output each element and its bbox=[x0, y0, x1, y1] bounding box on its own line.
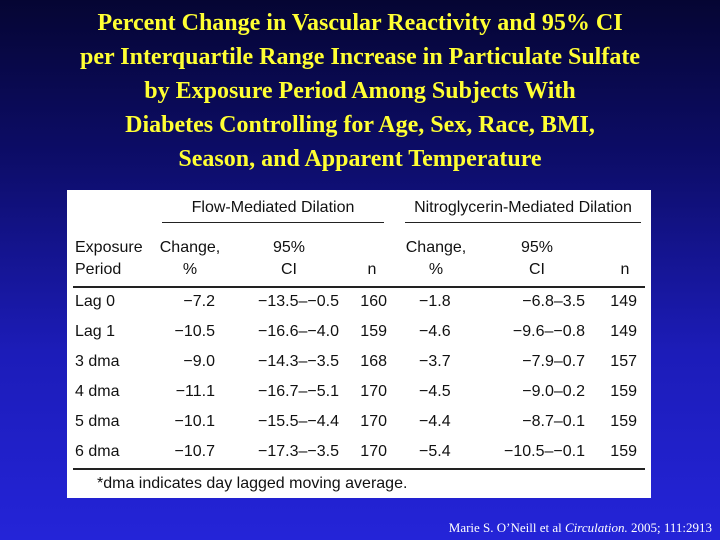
citation-author: Marie S. O’Neill et al bbox=[448, 520, 566, 535]
col-header-fmd-ci: 95% bbox=[272, 239, 306, 256]
fmd-ci: −16.6–−4.0 bbox=[258, 323, 339, 340]
group-header-nmd: Nitroglycerin-Mediated Dilation bbox=[414, 199, 632, 216]
nmd-n: 157 bbox=[610, 353, 637, 370]
nmd-ci: −10.5–−0.1 bbox=[504, 443, 585, 460]
fmd-n: 159 bbox=[360, 323, 387, 340]
header-rule bbox=[73, 286, 645, 288]
col-header-nmd-change: Change, bbox=[405, 239, 467, 256]
row-period: Lag 0 bbox=[75, 293, 116, 310]
nmd-ci: −9.0–0.2 bbox=[522, 383, 585, 400]
nmd-ci: −7.9–0.7 bbox=[522, 353, 585, 370]
row-period: 3 dma bbox=[75, 353, 120, 370]
col-header-nmd-unit: % bbox=[428, 261, 444, 278]
fmd-change: −11.1 bbox=[175, 383, 215, 400]
nmd-n: 149 bbox=[610, 323, 637, 340]
fmd-change: −9.0 bbox=[183, 353, 215, 370]
title-line: Diabetes Controlling for Age, Sex, Race,… bbox=[125, 112, 595, 138]
fmd-ci: −16.7–−5.1 bbox=[258, 383, 339, 400]
col-header-exposure: Exposure bbox=[75, 239, 143, 256]
col-header-fmd-change: Change, bbox=[159, 239, 221, 256]
col-header-nmd-ci: 95% bbox=[520, 239, 554, 256]
col-header-fmd-ci-2: CI bbox=[281, 261, 297, 278]
fmd-n: 170 bbox=[360, 383, 387, 400]
citation: Marie S. O’Neill et al Circulation. 2005… bbox=[449, 520, 712, 536]
fmd-ci: −15.5–−4.4 bbox=[258, 413, 339, 430]
group-underline-nmd bbox=[405, 222, 641, 223]
col-header-period: Period bbox=[75, 261, 122, 278]
nmd-n: 149 bbox=[610, 293, 637, 310]
citation-journal: Circulation. bbox=[565, 520, 628, 535]
row-period: 4 dma bbox=[75, 383, 120, 400]
fmd-ci: −14.3–−3.5 bbox=[258, 353, 339, 370]
fmd-n: 160 bbox=[360, 293, 387, 310]
title-line: Percent Change in Vascular Reactivity an… bbox=[97, 10, 623, 36]
data-table: Flow-Mediated Dilation Nitroglycerin-Med… bbox=[67, 190, 651, 498]
row-period: Lag 1 bbox=[75, 323, 116, 340]
citation-ref: 2005; 111:2913 bbox=[627, 520, 712, 535]
fmd-change: −10.7 bbox=[174, 443, 215, 460]
fmd-change: −7.2 bbox=[183, 293, 215, 310]
nmd-n: 159 bbox=[610, 383, 637, 400]
nmd-change: −3.7 bbox=[419, 353, 451, 370]
group-header-fmd: Flow-Mediated Dilation bbox=[191, 199, 355, 216]
fmd-ci: −13.5–−0.5 bbox=[258, 293, 339, 310]
nmd-ci: −6.8–3.5 bbox=[522, 293, 585, 310]
col-header-nmd-n: n bbox=[620, 261, 630, 278]
nmd-change: −5.4 bbox=[419, 443, 451, 460]
fmd-change: −10.5 bbox=[174, 323, 215, 340]
fmd-n: 170 bbox=[360, 443, 387, 460]
fmd-n: 168 bbox=[360, 353, 387, 370]
col-header-fmd-unit: % bbox=[182, 261, 198, 278]
nmd-change: −4.5 bbox=[419, 383, 451, 400]
table-footnote: *dma indicates day lagged moving average… bbox=[97, 475, 408, 492]
nmd-ci: −9.6–−0.8 bbox=[512, 323, 585, 340]
row-period: 5 dma bbox=[75, 413, 120, 430]
slide-title: Percent Change in Vascular Reactivity an… bbox=[0, 6, 720, 176]
row-period: 6 dma bbox=[75, 443, 120, 460]
nmd-ci: −8.7–0.1 bbox=[522, 413, 585, 430]
nmd-n: 159 bbox=[610, 443, 637, 460]
fmd-n: 170 bbox=[360, 413, 387, 430]
nmd-change: −1.8 bbox=[419, 293, 451, 310]
fmd-ci: −17.3–−3.5 bbox=[258, 443, 339, 460]
title-line: by Exposure Period Among Subjects With bbox=[144, 78, 576, 104]
footer-rule bbox=[73, 468, 645, 470]
title-line: Season, and Apparent Temperature bbox=[178, 146, 542, 172]
title-line: per Interquartile Range Increase in Part… bbox=[80, 44, 640, 70]
col-header-fmd-n: n bbox=[367, 261, 377, 278]
nmd-change: −4.6 bbox=[419, 323, 451, 340]
nmd-change: −4.4 bbox=[419, 413, 451, 430]
nmd-n: 159 bbox=[610, 413, 637, 430]
col-header-nmd-ci-2: CI bbox=[529, 261, 545, 278]
group-underline-fmd bbox=[162, 222, 384, 223]
fmd-change: −10.1 bbox=[174, 413, 215, 430]
